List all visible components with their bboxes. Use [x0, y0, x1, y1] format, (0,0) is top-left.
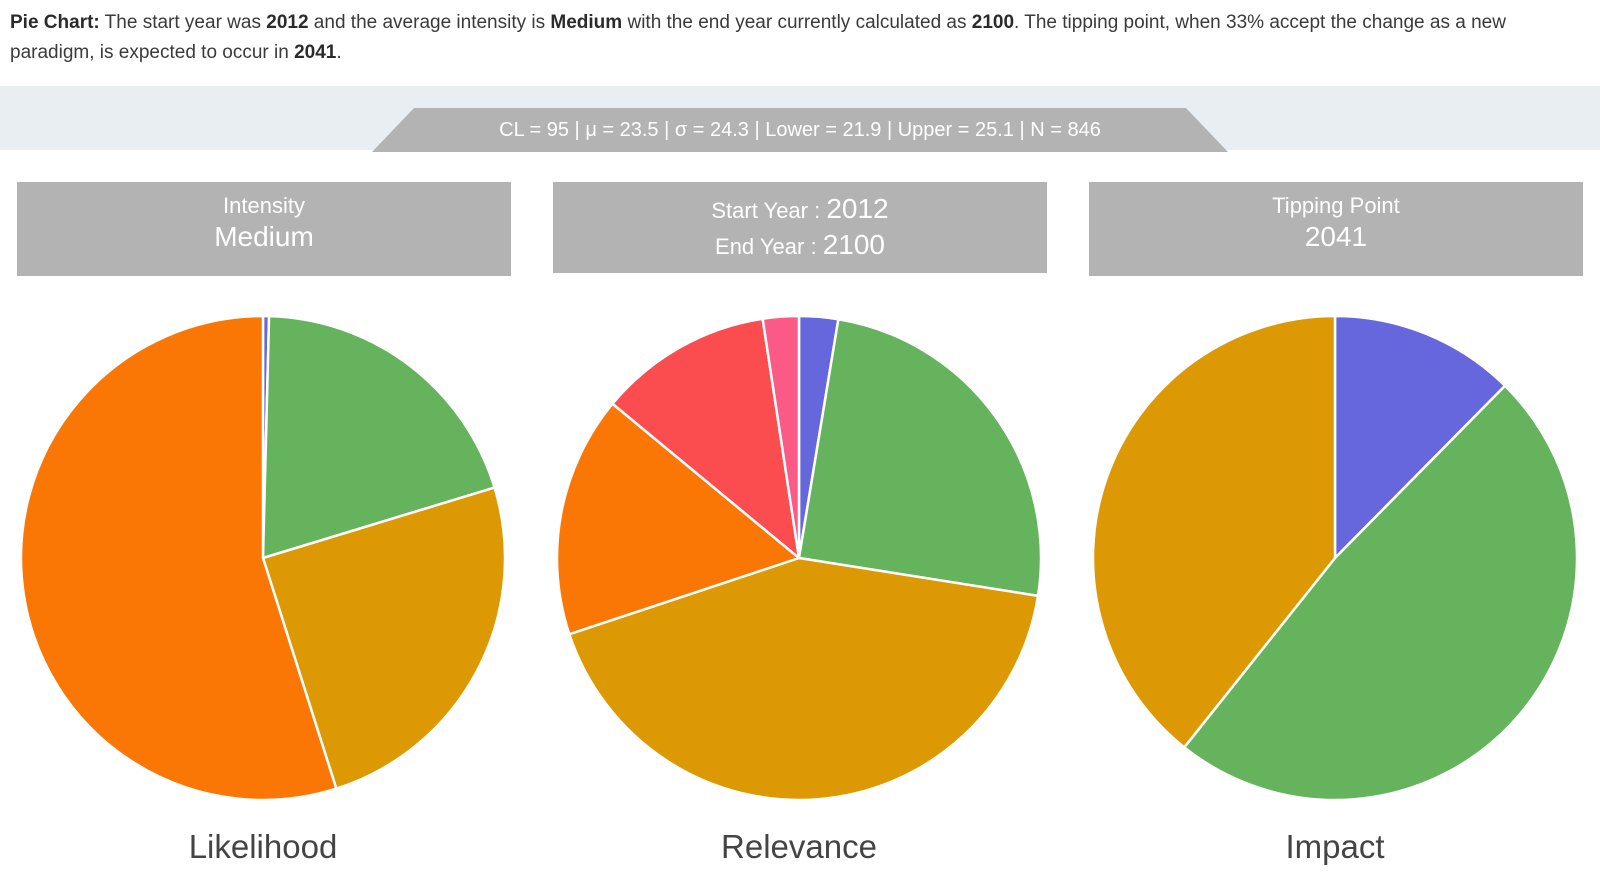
likelihood-slice-1[interactable] [261, 314, 496, 560]
end-year-value: 2100 [822, 229, 885, 260]
impact-slice-0[interactable] [1333, 314, 1507, 560]
relevance-chart-title: Relevance [721, 828, 877, 865]
intro-text-2: and the average intensity is [308, 12, 551, 33]
end-year-row: End Year : 2100 [553, 228, 1047, 264]
start-year-row: Start Year : 2012 [553, 192, 1047, 228]
intro-prefix: Pie Chart: [10, 12, 100, 33]
tipping-point-label: Tipping Point [1272, 193, 1400, 218]
relevance-slice-5[interactable] [761, 314, 801, 560]
end-year-label: End Year : [715, 234, 817, 259]
start-year-label: Start Year : [711, 198, 821, 223]
intro-text-4: . The tipping point, when 33% accept the… [10, 12, 1506, 63]
tipping-point-value: 2041 [1304, 221, 1368, 252]
intro-start-year: 2012 [266, 12, 309, 33]
pie-charts [19, 314, 1579, 802]
likelihood-chart-title: Likelihood [188, 828, 338, 865]
intensity-label: Intensity [223, 193, 305, 218]
tipping-point-card: Tipping Point 2041 [1089, 182, 1583, 276]
relevance-pie [555, 314, 1043, 802]
impact-slice-1[interactable] [1183, 384, 1579, 802]
stats-banner: CL = 95 | μ = 23.5 | σ = 24.3 | Lower = … [372, 108, 1228, 152]
intro-end-year: 2100 [971, 12, 1015, 33]
intro-text-1: The start year was [99, 12, 267, 33]
years-card: Start Year : 2012 End Year : 2100 [553, 182, 1047, 273]
likelihood-pie [19, 314, 507, 802]
likelihood-slice-3[interactable] [19, 314, 338, 802]
impact-pie [1091, 314, 1579, 802]
intro-intensity: Medium [550, 12, 623, 33]
intro-text-5: . [336, 42, 342, 63]
start-year-value: 2012 [826, 193, 889, 224]
stats-text: CL = 95 | μ = 23.5 | σ = 24.3 | Lower = … [499, 118, 1101, 141]
intro-text-3: with the end year currently calculated a… [622, 12, 972, 33]
impact-slice-2[interactable] [1091, 314, 1337, 749]
intro-paragraph: Pie Chart: The start year was 2012 and t… [10, 8, 1580, 68]
likelihood-slice-2[interactable] [261, 486, 507, 790]
relevance-slice-4[interactable] [611, 317, 801, 560]
relevance-slice-2[interactable] [568, 556, 1040, 802]
intensity-value: Medium [214, 221, 314, 252]
intensity-card: Intensity Medium [17, 182, 511, 276]
intro-tipping-year: 2041 [294, 42, 337, 63]
relevance-slice-1[interactable] [797, 317, 1043, 598]
relevance-slice-3[interactable] [555, 402, 801, 636]
impact-chart-title: Impact [1285, 828, 1385, 865]
